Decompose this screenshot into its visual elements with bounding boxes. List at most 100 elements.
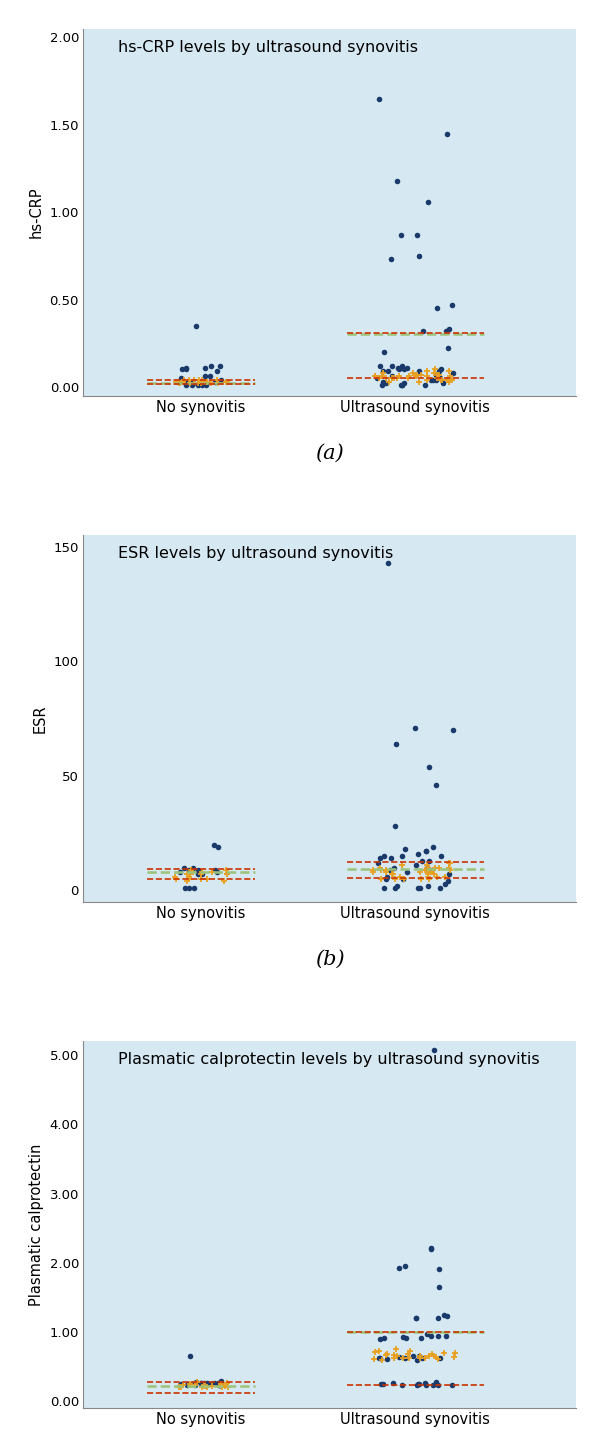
Point (434, 1306, 443, 1329)
Point (381, 868, 390, 891)
Text: Plasmatic calprotectin levels by ultrasound synovitis: Plasmatic calprotectin levels by ultraso… (118, 1052, 539, 1068)
Point (429, 362, 438, 385)
Point (421, 841, 431, 864)
Point (384, 371, 393, 394)
Point (397, 374, 407, 397)
Point (425, 858, 435, 881)
Point (185, 1372, 194, 1395)
Point (390, 856, 399, 879)
Point (174, 1375, 184, 1398)
Point (222, 864, 232, 887)
Point (187, 858, 196, 881)
Point (413, 877, 422, 900)
Point (389, 1346, 399, 1369)
Point (445, 852, 454, 875)
Point (375, 856, 384, 879)
Point (434, 1374, 443, 1397)
Point (197, 368, 207, 391)
Point (382, 1348, 391, 1371)
Point (388, 1372, 398, 1395)
Point (411, 1306, 421, 1329)
Point (432, 368, 441, 391)
Point (193, 372, 203, 395)
Point (432, 364, 441, 387)
Point (414, 371, 424, 394)
Point (175, 372, 185, 395)
Point (222, 371, 231, 394)
Point (183, 1372, 192, 1395)
Point (387, 846, 396, 869)
Point (426, 1237, 436, 1260)
Point (190, 1374, 200, 1397)
Point (429, 1039, 439, 1062)
Point (444, 869, 453, 892)
Point (214, 1374, 223, 1397)
Point (378, 371, 387, 394)
Point (439, 1303, 448, 1326)
Point (440, 872, 449, 895)
Y-axis label: Plasmatic calprotectin: Plasmatic calprotectin (29, 1144, 44, 1306)
Point (210, 858, 219, 881)
Point (421, 1374, 431, 1397)
Point (423, 190, 432, 213)
Y-axis label: ESR: ESR (33, 704, 48, 733)
Point (402, 861, 412, 884)
Point (413, 1372, 422, 1395)
Point (170, 865, 180, 888)
Point (424, 849, 434, 872)
Point (430, 856, 440, 879)
Point (178, 371, 188, 394)
Point (399, 1346, 408, 1369)
Point (196, 1372, 206, 1395)
Point (444, 864, 454, 887)
Point (418, 849, 427, 872)
Point (176, 1374, 185, 1397)
Point (191, 315, 200, 338)
Point (423, 874, 432, 897)
Point (441, 865, 450, 888)
Point (389, 1344, 399, 1367)
Point (191, 1374, 200, 1397)
Point (443, 336, 453, 359)
Point (197, 868, 206, 891)
Point (410, 716, 419, 739)
Point (400, 1346, 409, 1369)
Point (370, 1341, 380, 1364)
Point (171, 371, 181, 394)
Point (450, 1345, 459, 1368)
Point (179, 856, 189, 879)
Point (410, 364, 419, 387)
Point (378, 359, 387, 382)
Point (387, 365, 397, 388)
Point (433, 364, 443, 387)
Point (424, 868, 434, 891)
Point (428, 368, 438, 391)
Point (182, 356, 191, 379)
Point (203, 371, 212, 394)
Point (434, 359, 444, 382)
Point (180, 877, 189, 900)
Point (210, 833, 219, 856)
Point (375, 846, 385, 869)
Point (379, 341, 388, 364)
Point (395, 1256, 405, 1279)
Point (186, 1374, 195, 1397)
Point (417, 1326, 426, 1349)
Point (446, 365, 455, 388)
Point (405, 365, 414, 388)
Point (447, 293, 456, 316)
Point (397, 1374, 406, 1397)
Point (370, 365, 380, 388)
Point (435, 856, 444, 879)
Point (447, 368, 457, 391)
Point (196, 864, 206, 887)
Point (215, 1374, 225, 1397)
Point (391, 1338, 400, 1361)
Point (437, 368, 447, 391)
Point (440, 1341, 449, 1364)
Point (393, 356, 403, 379)
Point (399, 868, 408, 891)
Point (374, 852, 383, 875)
Point (397, 374, 407, 397)
Point (412, 365, 421, 388)
